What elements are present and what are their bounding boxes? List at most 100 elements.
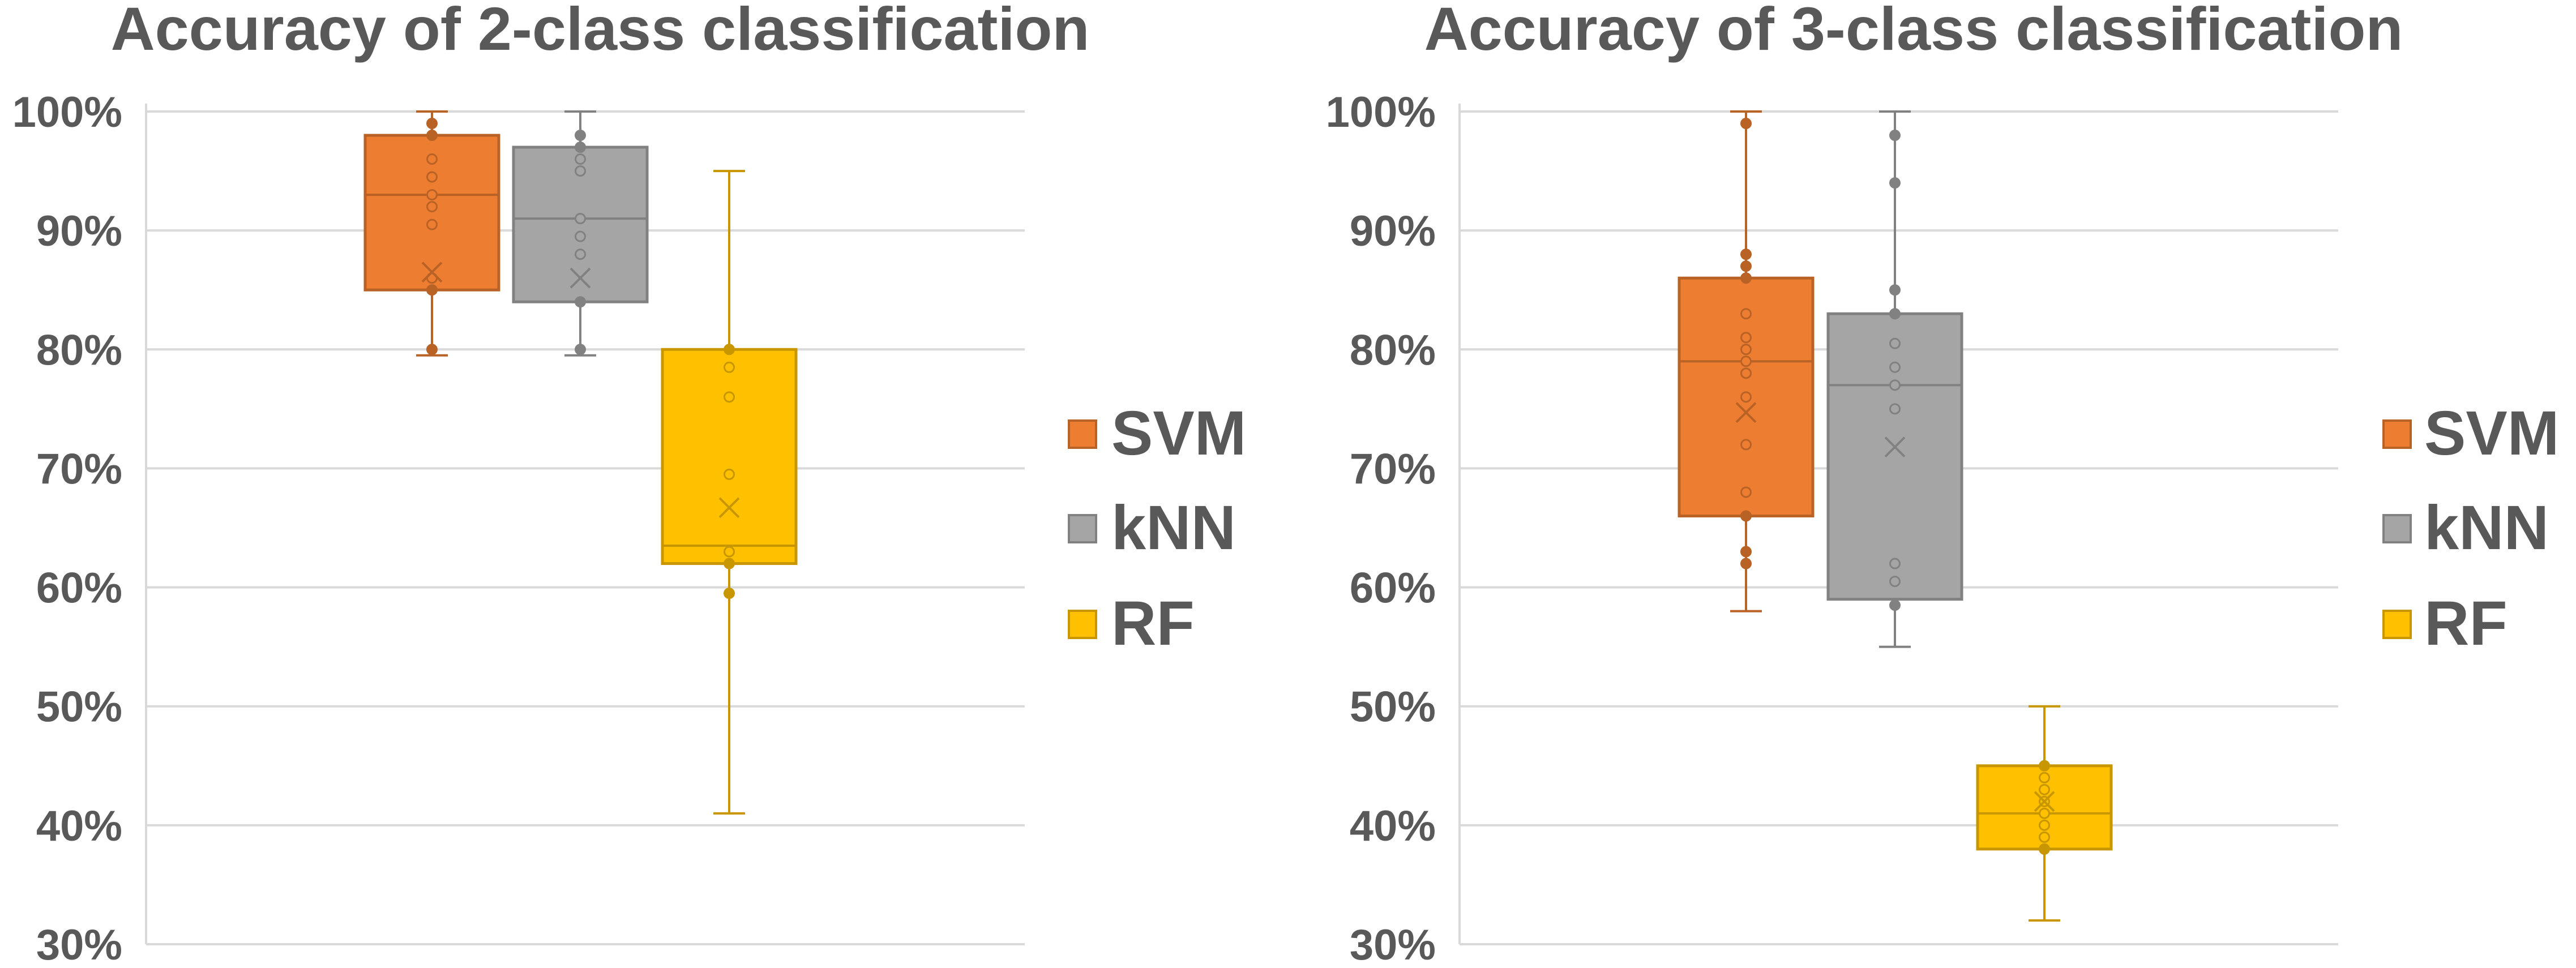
data-point — [1889, 284, 1901, 296]
legend-swatch-svm — [2382, 419, 2412, 449]
data-point — [1740, 355, 1752, 367]
data-point — [1740, 344, 1752, 355]
data-point — [1740, 486, 1752, 498]
data-point — [1889, 177, 1901, 189]
legend-label-svm: SVM — [2424, 399, 2559, 468]
data-point — [575, 344, 586, 355]
legend-label-svm: SVM — [1111, 399, 1246, 468]
data-point — [575, 153, 586, 165]
data-point — [1740, 272, 1752, 284]
data-point — [724, 361, 735, 373]
data-point — [724, 344, 735, 355]
legend-swatch-rf — [2382, 610, 2412, 639]
y-tick-label: 100% — [1326, 88, 1436, 136]
data-point — [1889, 576, 1901, 588]
mean-marker — [1884, 436, 1906, 458]
iqr-box — [1826, 312, 1963, 601]
data-point — [1740, 558, 1752, 569]
mean-marker — [421, 262, 443, 283]
data-point — [2039, 843, 2050, 855]
data-point — [724, 558, 735, 569]
data-point — [1889, 130, 1901, 142]
data-point — [724, 468, 735, 480]
box-rf — [661, 170, 798, 815]
data-point — [426, 344, 438, 355]
data-point — [426, 130, 438, 142]
y-tick-label: 70% — [1350, 445, 1436, 493]
box-svm — [363, 110, 500, 357]
iqr-box — [661, 348, 798, 566]
data-point — [426, 201, 438, 213]
legend-swatch-svm — [1068, 419, 1097, 449]
data-point — [2039, 807, 2050, 819]
data-point — [575, 249, 586, 260]
data-point — [1740, 308, 1752, 320]
chart-title: Accuracy of 3-class classification — [1424, 0, 2403, 63]
iqr-box — [363, 134, 500, 292]
box-svm — [1678, 110, 1815, 613]
legend-label-knn: kNN — [1111, 493, 1236, 563]
y-tick-label: 60% — [36, 564, 122, 613]
legend-swatch-knn — [1068, 514, 1097, 543]
data-point — [1889, 337, 1901, 349]
data-point — [575, 165, 586, 177]
data-point — [1740, 260, 1752, 272]
data-point — [1889, 558, 1901, 569]
y-tick-label: 30% — [36, 921, 122, 968]
legend-swatch-rf — [1068, 610, 1097, 639]
data-point — [1889, 403, 1901, 415]
y-tick-label: 70% — [36, 445, 122, 493]
data-point — [426, 171, 438, 183]
chart-title: Accuracy of 2-class classification — [111, 0, 1090, 63]
box-knn — [512, 110, 649, 357]
chart-3-class: Accuracy of 3-class classification 30% 40%… — [1326, 0, 2560, 968]
data-point — [2039, 819, 2050, 831]
data-point — [2039, 831, 2050, 843]
data-point — [575, 296, 586, 308]
y-tick-label: 40% — [1350, 802, 1436, 850]
data-point — [426, 118, 438, 130]
y-tick-label: 80% — [1350, 326, 1436, 374]
y-tick-label: 40% — [36, 802, 122, 850]
data-point — [1889, 361, 1901, 373]
data-point — [1889, 599, 1901, 611]
legend-label-rf: RF — [1111, 589, 1195, 658]
data-point — [1889, 308, 1901, 320]
data-point — [426, 189, 438, 201]
data-point — [575, 230, 586, 242]
data-point — [1740, 439, 1752, 451]
box-knn — [1826, 110, 1963, 648]
data-point — [2039, 760, 2050, 772]
data-point — [2039, 783, 2050, 795]
data-point — [1740, 118, 1752, 130]
y-tick-label: 50% — [36, 683, 122, 731]
data-point — [426, 284, 438, 296]
mean-marker — [570, 267, 591, 289]
data-point — [1740, 546, 1752, 558]
data-point — [1740, 332, 1752, 344]
data-point — [575, 130, 586, 142]
data-point — [724, 391, 735, 403]
legend-label-rf: RF — [2424, 589, 2507, 658]
data-point — [1740, 249, 1752, 260]
y-tick-label: 100% — [12, 88, 122, 136]
box-rf — [1976, 705, 2113, 922]
data-point — [575, 213, 586, 225]
mean-marker — [1735, 402, 1757, 423]
y-tick-label: 60% — [1350, 564, 1436, 613]
y-tick-label: 90% — [36, 207, 122, 255]
data-point — [426, 153, 438, 165]
legend-swatch-knn — [2382, 514, 2412, 543]
data-point — [1740, 510, 1752, 522]
y-tick-label: 80% — [36, 326, 122, 374]
mean-marker — [718, 497, 740, 519]
data-point — [575, 142, 586, 153]
data-point — [426, 219, 438, 230]
data-point — [2039, 772, 2050, 783]
legend-label-knn: kNN — [2424, 493, 2549, 563]
y-tick-label: 50% — [1350, 683, 1436, 731]
data-point — [1889, 379, 1901, 391]
data-point — [1740, 391, 1752, 403]
y-tick-label: 90% — [1350, 207, 1436, 255]
